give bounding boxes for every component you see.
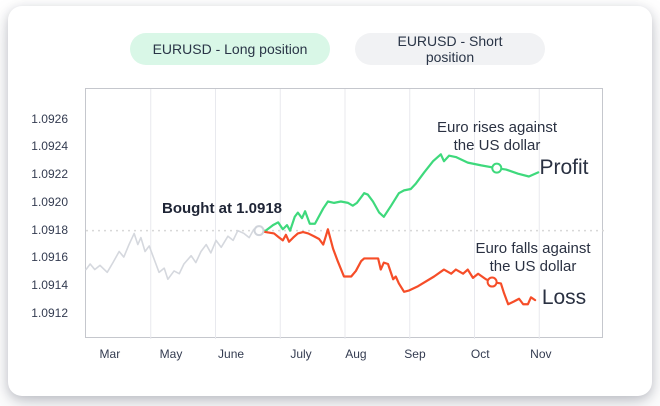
y-tick-label: 1.0916 [31, 250, 68, 265]
y-tick-label: 1.0914 [31, 278, 68, 293]
x-tick-label-aug: Aug [345, 347, 367, 361]
profit-point-marker [491, 162, 503, 174]
buy-point-marker [253, 225, 265, 237]
y-tick-label: 1.0920 [31, 194, 68, 209]
x-tick-label-oct: Oct [470, 347, 490, 361]
y-tick-label: 1.0922 [31, 167, 68, 182]
loss-point-marker [486, 276, 498, 288]
short-position-loss-line [257, 228, 537, 306]
chart-svg [85, 89, 604, 339]
price-history-line [85, 228, 260, 281]
long-position-profit-line [257, 153, 540, 232]
y-tick-label: 1.0912 [31, 306, 68, 320]
x-tick-label-may: May [159, 347, 183, 361]
x-tick-label-sep: Sep [404, 347, 426, 361]
x-tick-label-mar: Mar [99, 347, 121, 361]
y-tick-label: 1.0918 [31, 222, 68, 237]
chart-card: EURUSD - Long position EURUSD - Short po… [8, 6, 652, 396]
chart-plot-area: Bought at 1.0918 Euro rises against the US… [85, 88, 604, 339]
short-position-tab[interactable]: EURUSD - Short position [355, 33, 545, 65]
y-axis: 1.0926 1.0924 1.0922 1.0920 1.0918 1.0916 1.09… [8, 88, 78, 338]
long-position-tab[interactable]: EURUSD - Long position [130, 33, 330, 65]
x-tick-label-june: June [218, 347, 245, 361]
x-tick-label-nov: Nov [530, 347, 552, 361]
x-tick-label-july: July [290, 347, 312, 361]
y-tick-label: 1.0924 [31, 139, 68, 154]
y-tick-label: 1.0926 [31, 111, 68, 126]
x-axis: Mar May June July Aug Sep Oct Nov [85, 347, 603, 363]
